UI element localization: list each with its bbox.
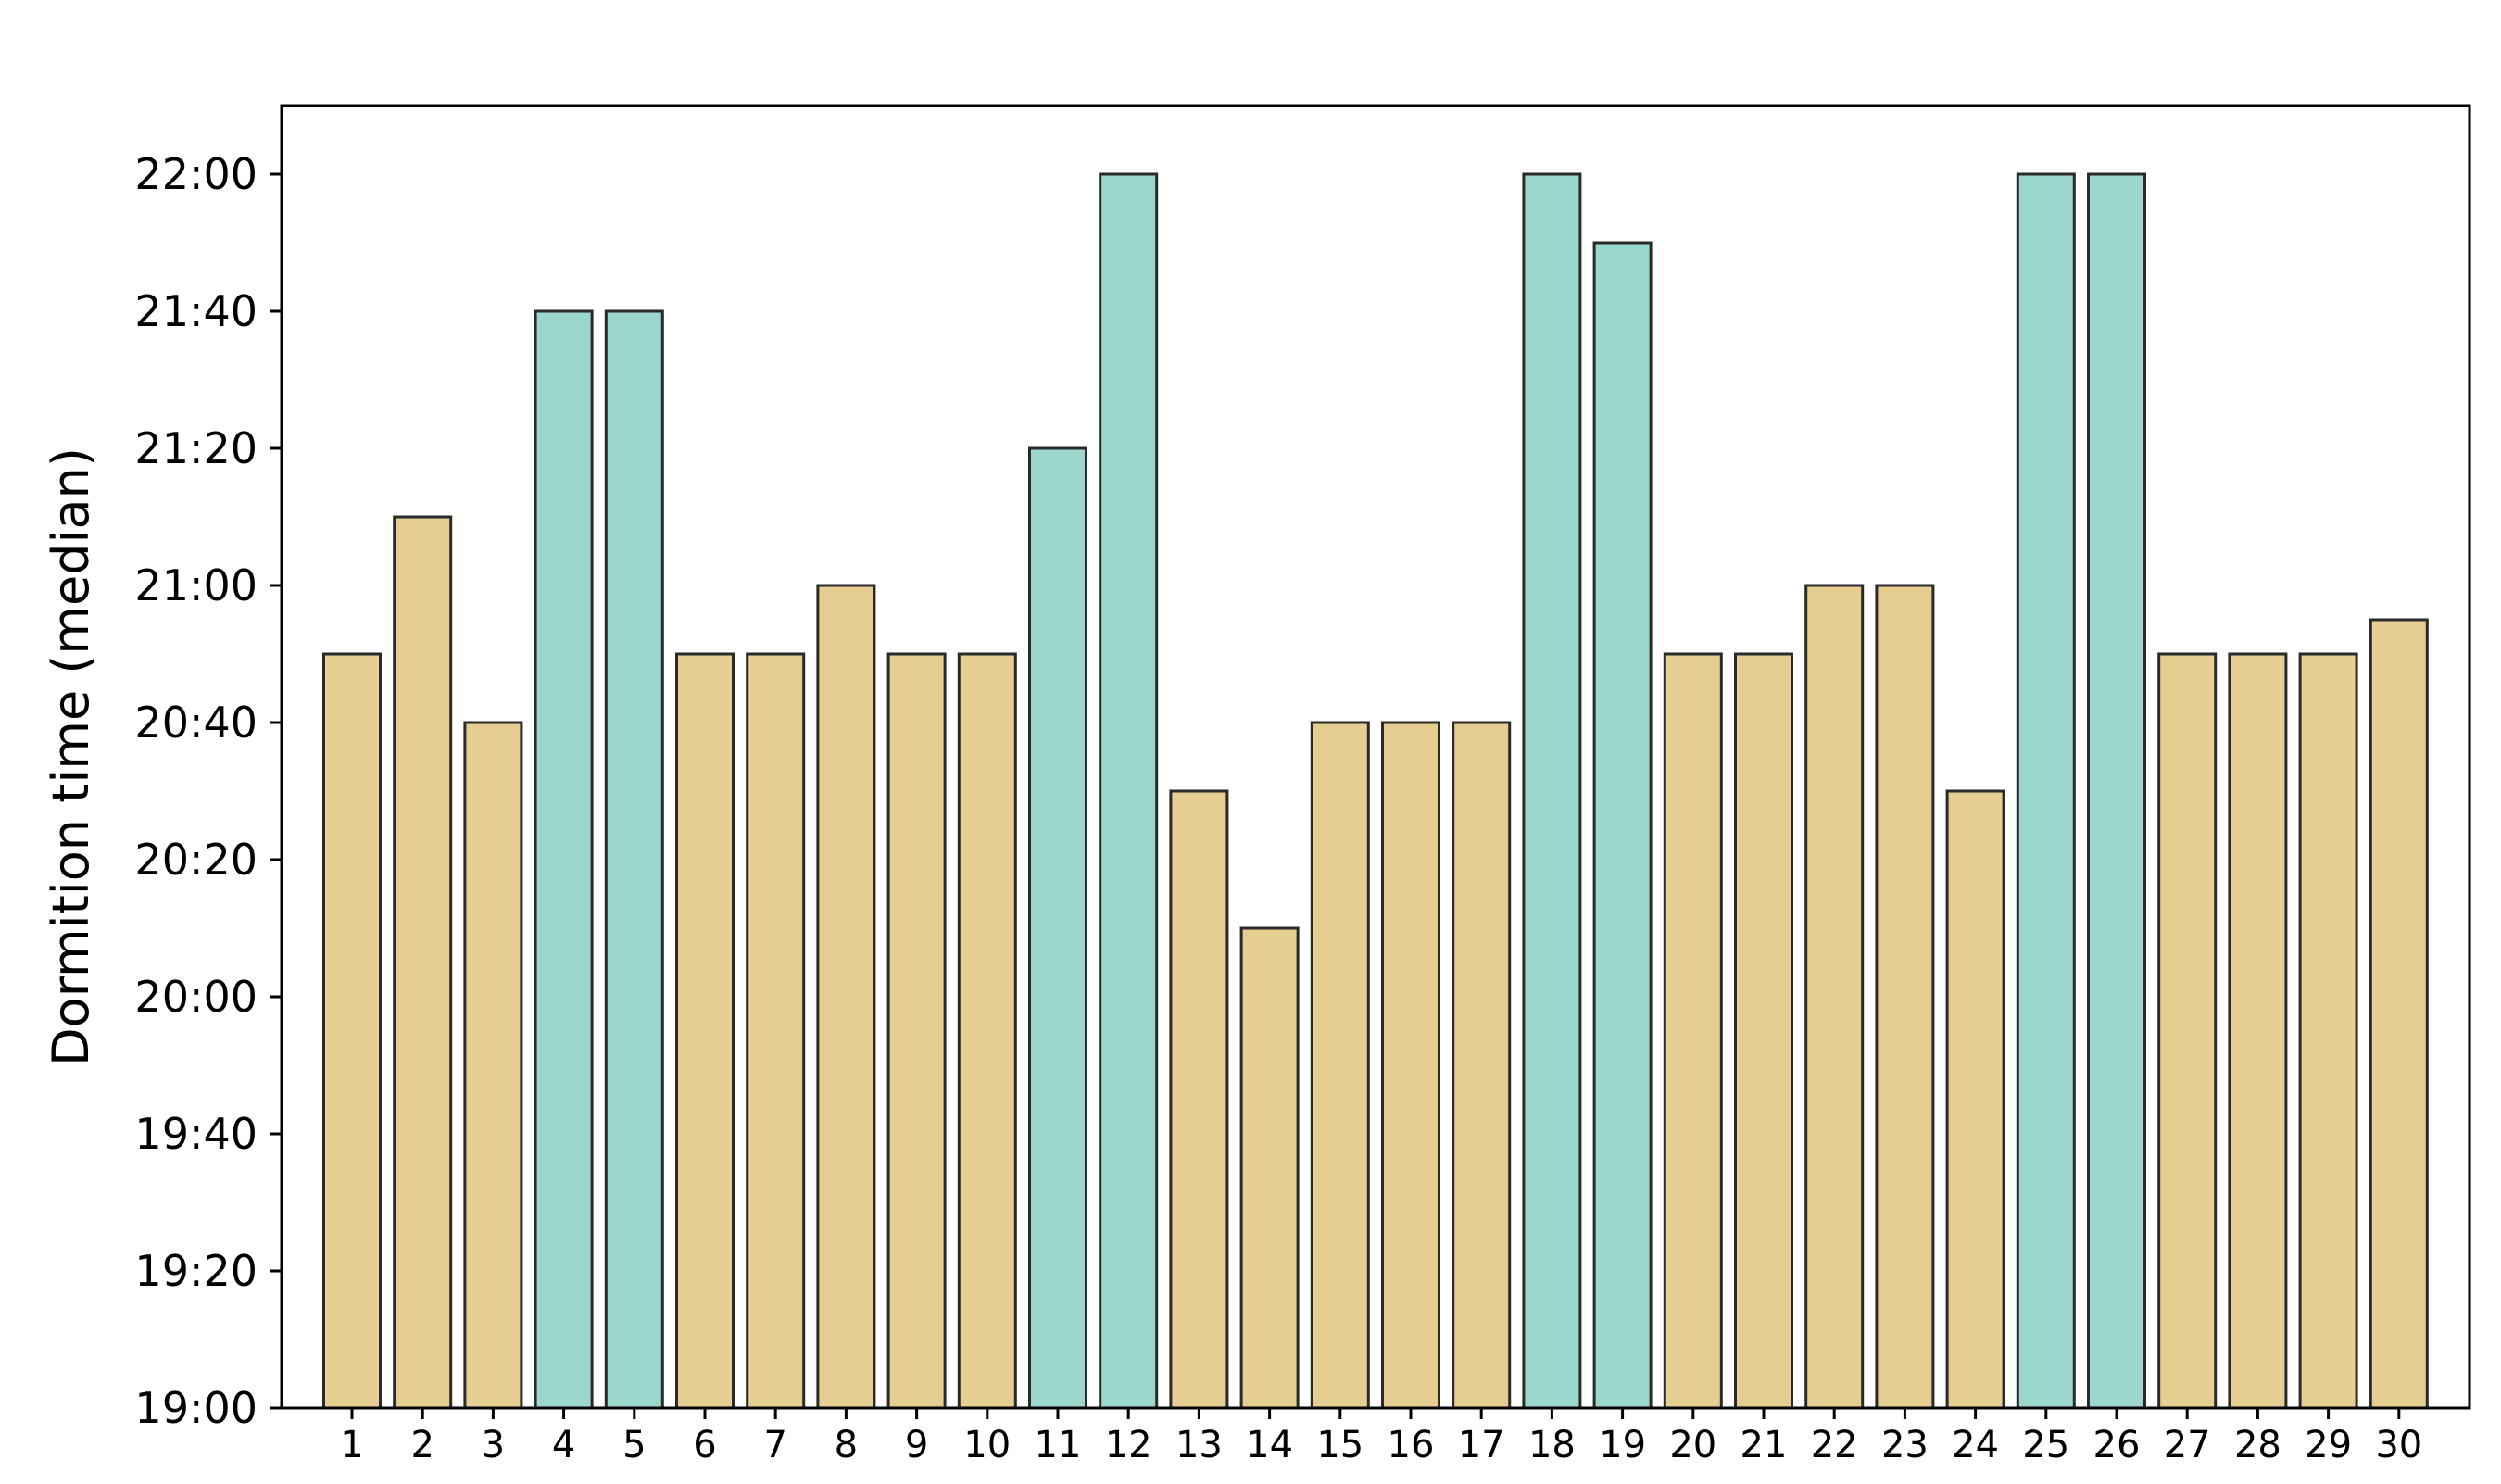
x-tick-label-3: 3 (482, 1424, 505, 1466)
bar-9 (886, 652, 947, 1410)
x-tick-label-4: 4 (552, 1424, 575, 1466)
x-tick-label-10: 10 (963, 1424, 1011, 1466)
bar-8 (816, 584, 876, 1410)
y-tick-label-2120: 21:20 (134, 423, 258, 473)
y-tick-label-1900: 19:00 (134, 1383, 258, 1433)
y-tick-label-2100: 21:00 (134, 560, 258, 610)
x-tick-label-21: 21 (1741, 1424, 1788, 1466)
bar-21 (1734, 652, 1793, 1410)
bar-20 (1663, 652, 1723, 1410)
bar-24 (1945, 789, 2005, 1410)
x-tick-label-20: 20 (1669, 1424, 1716, 1466)
x-tick-label-12: 12 (1105, 1424, 1152, 1466)
bar-7 (746, 652, 806, 1410)
bar-10 (957, 652, 1017, 1410)
x-tick-label-13: 13 (1175, 1424, 1223, 1466)
bar-28 (2228, 652, 2288, 1410)
bar-29 (2298, 652, 2358, 1410)
bar-15 (1310, 721, 1370, 1410)
bar-18 (1522, 172, 1582, 1410)
x-tick-label-27: 27 (2164, 1424, 2211, 1466)
bar-26 (2087, 172, 2146, 1410)
y-tick-label-1940: 19:40 (134, 1109, 258, 1159)
x-axis-ticks: 1 2 3 4 5 6 7 8 9 10 11 12 13 14 15 16 17 18 19 20 21 22 23 24 2… (340, 1408, 2422, 1466)
x-tick-label-26: 26 (2093, 1424, 2141, 1466)
bar-23 (1875, 584, 1935, 1410)
bar-12 (1099, 172, 1159, 1410)
x-tick-label-29: 29 (2305, 1424, 2352, 1466)
x-tick-label-30: 30 (2375, 1424, 2422, 1466)
bar-27 (2157, 652, 2218, 1410)
bar-11 (1028, 446, 1087, 1410)
y-tick-label-2020: 20:20 (134, 835, 258, 885)
x-tick-label-28: 28 (2234, 1424, 2281, 1466)
x-tick-label-6: 6 (693, 1424, 716, 1466)
x-tick-label-1: 1 (340, 1424, 363, 1466)
x-tick-label-7: 7 (763, 1424, 786, 1466)
y-axis-label: Dormition time (median) (42, 447, 100, 1066)
x-tick-label-5: 5 (622, 1424, 646, 1466)
x-tick-label-2: 2 (410, 1424, 434, 1466)
bar-17 (1452, 721, 1512, 1410)
y-tick-label-1920: 19:20 (134, 1246, 258, 1296)
x-tick-label-9: 9 (905, 1424, 928, 1466)
y-axis-ticks: 19:00 19:20 19:40 20:00 20:20 20:40 21:00 21:20… (134, 149, 282, 1433)
bar-25 (2016, 172, 2076, 1410)
x-tick-label-11: 11 (1035, 1424, 1082, 1466)
bars-layer (322, 172, 2429, 1410)
x-tick-label-15: 15 (1316, 1424, 1364, 1466)
y-tick-label-2000: 20:00 (134, 972, 258, 1022)
x-tick-label-16: 16 (1388, 1424, 1435, 1466)
x-tick-label-19: 19 (1599, 1424, 1646, 1466)
plot-frame (280, 104, 2471, 1410)
bar-16 (1381, 721, 1440, 1410)
bar-4 (534, 309, 594, 1410)
x-tick-label-24: 24 (1952, 1424, 1999, 1466)
x-tick-label-14: 14 (1246, 1424, 1293, 1466)
bar-2 (393, 515, 453, 1410)
x-tick-label-22: 22 (1811, 1424, 1858, 1466)
y-tick-label-2200: 22:00 (134, 149, 258, 199)
x-tick-label-23: 23 (1881, 1424, 1929, 1466)
y-tick-label-2140: 21:40 (134, 286, 258, 336)
bar-14 (1239, 926, 1300, 1410)
x-tick-label-25: 25 (2022, 1424, 2069, 1466)
bar-22 (1804, 584, 1865, 1410)
bar-1 (322, 652, 382, 1410)
bar-3 (463, 721, 523, 1410)
x-tick-label-8: 8 (835, 1424, 858, 1466)
bar-13 (1169, 789, 1229, 1410)
x-tick-label-17: 17 (1458, 1424, 1505, 1466)
bar-19 (1592, 241, 1653, 1410)
bar-6 (675, 652, 735, 1410)
y-tick-label-2040: 20:40 (134, 698, 258, 748)
x-tick-label-18: 18 (1528, 1424, 1576, 1466)
bar-5 (604, 309, 664, 1410)
bar-30 (2369, 618, 2429, 1410)
